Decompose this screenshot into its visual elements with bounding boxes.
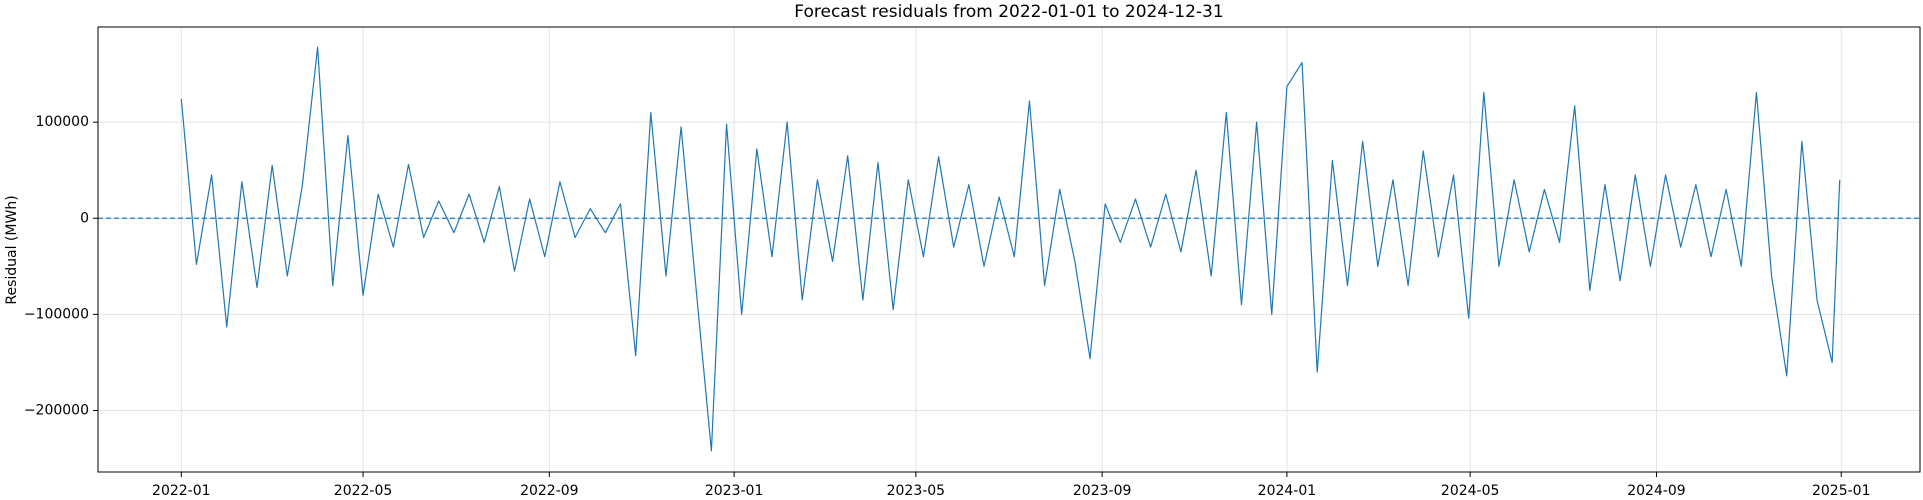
series-line: [180, 46, 1841, 452]
x-tick-label: 2023-09: [1073, 483, 1132, 499]
y-axis-label: Residual (MWh): [4, 195, 20, 304]
y-tick-label: −100000: [24, 306, 89, 322]
y-tick-label: 100000: [36, 114, 89, 130]
x-tick-label: 2025-01: [1812, 483, 1871, 499]
chart-title: Forecast residuals from 2022-01-01 to 20…: [794, 2, 1223, 22]
x-tick-label: 2023-05: [887, 483, 946, 499]
x-tick-label: 2023-01: [705, 483, 764, 499]
x-tick-label: 2022-09: [520, 483, 579, 499]
x-tick-label: 2024-09: [1627, 483, 1686, 499]
plot-frame: [97, 26, 1921, 473]
x-tick-label: 2024-01: [1258, 483, 1317, 499]
y-tick-label: −200000: [24, 402, 89, 418]
x-tick-label: 2022-05: [334, 483, 393, 499]
y-tick-label: 0: [80, 210, 89, 226]
x-tick-label: 2022-01: [152, 483, 211, 499]
x-tick-label: 2024-05: [1441, 483, 1500, 499]
